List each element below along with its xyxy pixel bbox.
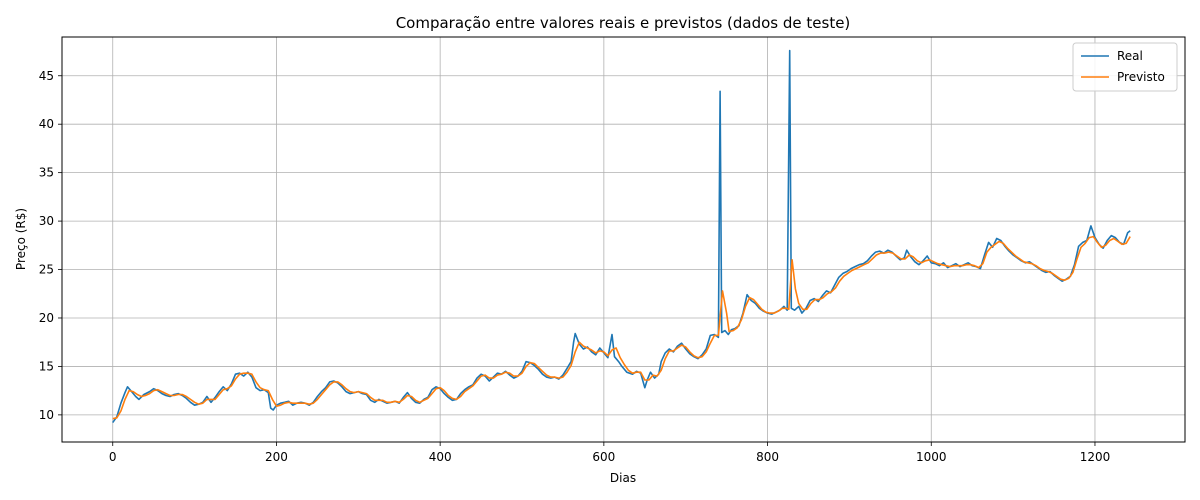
series-line-previsto	[112, 235, 1131, 420]
legend-box	[1072, 42, 1178, 92]
ticks: 0 200 400 600 800 1000 1200 10 15 20 25 30 35 40 45	[39, 69, 1111, 464]
plot-frame	[61, 36, 1186, 443]
x-tick-label: 600	[592, 450, 615, 464]
chart-title: Comparação entre valores reais e previst…	[396, 14, 851, 32]
x-tick-label: 200	[265, 450, 288, 464]
y-tick-label: 25	[39, 263, 54, 277]
y-tick-label: 45	[39, 69, 54, 83]
x-axis-label: Dias	[610, 471, 636, 485]
legend-label-real: Real	[1117, 49, 1143, 63]
x-tick-label: 1000	[916, 450, 947, 464]
y-axis-label: Preço (R$)	[14, 208, 28, 270]
legend: Real Previsto	[1072, 42, 1178, 92]
y-tick-label: 30	[39, 214, 54, 228]
y-tick-label: 10	[39, 408, 54, 422]
series-line-real	[112, 49, 1131, 424]
y-tick-label: 15	[39, 359, 54, 373]
series-layer	[112, 49, 1131, 424]
x-tick-label: 0	[109, 450, 117, 464]
legend-label-previsto: Previsto	[1117, 70, 1165, 84]
y-tick-label: 20	[39, 311, 54, 325]
x-tick-label: 400	[429, 450, 452, 464]
grid	[62, 37, 1185, 442]
y-tick-label: 40	[39, 117, 54, 131]
x-tick-label: 800	[756, 450, 779, 464]
x-tick-label: 1200	[1080, 450, 1111, 464]
y-tick-label: 35	[39, 166, 54, 180]
